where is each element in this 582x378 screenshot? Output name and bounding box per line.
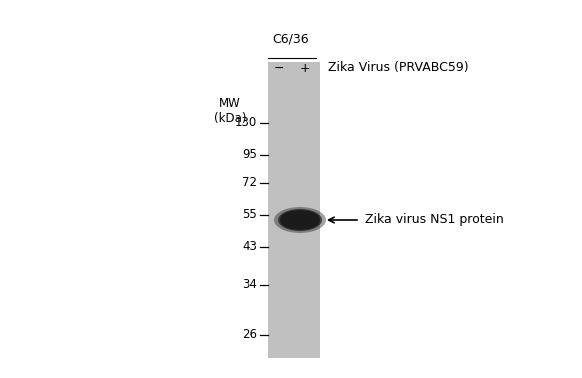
Text: 55: 55 (242, 209, 257, 222)
Text: 95: 95 (242, 149, 257, 161)
Text: 43: 43 (242, 240, 257, 254)
Text: −: − (274, 62, 284, 74)
Text: 34: 34 (242, 279, 257, 291)
Text: MW
(kDa): MW (kDa) (214, 97, 246, 125)
Text: Zika virus NS1 protein: Zika virus NS1 protein (365, 214, 504, 226)
Ellipse shape (286, 213, 314, 227)
Text: 130: 130 (235, 116, 257, 130)
Text: C6/36: C6/36 (273, 32, 309, 45)
Ellipse shape (280, 210, 320, 230)
Ellipse shape (278, 209, 322, 231)
Ellipse shape (274, 207, 326, 233)
Text: 26: 26 (242, 328, 257, 341)
Bar (268, 62, 320, 358)
Text: +: + (300, 62, 310, 74)
Text: 72: 72 (242, 177, 257, 189)
Text: Zika Virus (PRVABC59): Zika Virus (PRVABC59) (328, 62, 469, 74)
